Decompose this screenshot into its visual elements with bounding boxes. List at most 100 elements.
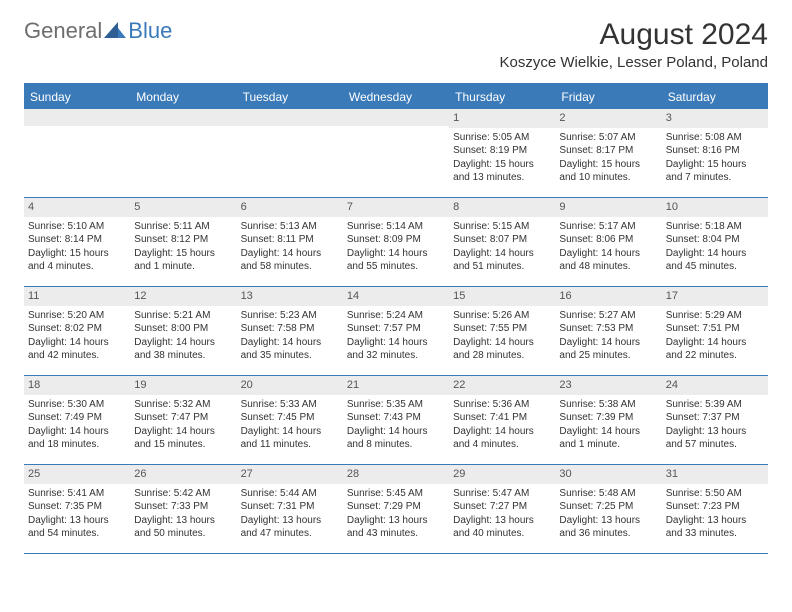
calendar-grid: SundayMondayTuesdayWednesdayThursdayFrid… <box>24 83 768 554</box>
sunset-text: Sunset: 7:45 PM <box>241 411 339 425</box>
weekday-header-row: SundayMondayTuesdayWednesdayThursdayFrid… <box>24 85 768 109</box>
sunset-text: Sunset: 7:25 PM <box>559 500 657 514</box>
sunrise-text: Sunrise: 5:47 AM <box>453 487 551 501</box>
weekday-header-sunday: Sunday <box>24 85 130 109</box>
sunrise-text: Sunrise: 5:50 AM <box>666 487 764 501</box>
sunrise-text: Sunrise: 5:11 AM <box>134 220 232 234</box>
sunset-text: Sunset: 8:14 PM <box>28 233 126 247</box>
day-number-empty <box>237 109 343 126</box>
sunrise-text: Sunrise: 5:18 AM <box>666 220 764 234</box>
daylight-text: Daylight: 13 hours and 47 minutes. <box>241 514 339 541</box>
weeks-container: 1 Sunrise: 5:05 AMSunset: 8:19 PM Daylight… <box>24 109 768 554</box>
day-number: 5 <box>130 198 236 217</box>
sunrise-text: Sunrise: 5:20 AM <box>28 309 126 323</box>
day-number: 26 <box>130 465 236 484</box>
weekday-header-saturday: Saturday <box>662 85 768 109</box>
sunrise-text: Sunrise: 5:10 AM <box>28 220 126 234</box>
title-block: August 2024 Koszyce Wielkie, Lesser Pola… <box>500 18 768 71</box>
brand-text-1: General <box>24 18 102 44</box>
sunset-text: Sunset: 7:37 PM <box>666 411 764 425</box>
sunset-text: Sunset: 8:00 PM <box>134 322 232 336</box>
day-cell <box>130 109 236 197</box>
sunrise-text: Sunrise: 5:35 AM <box>347 398 445 412</box>
brand-text-2: Blue <box>128 18 172 44</box>
sunrise-text: Sunrise: 5:14 AM <box>347 220 445 234</box>
week-row: 11Sunrise: 5:20 AMSunset: 8:02 PMDayligh… <box>24 287 768 376</box>
day-number: 19 <box>130 376 236 395</box>
day-cell: 13Sunrise: 5:23 AMSunset: 7:58 PMDayligh… <box>237 287 343 375</box>
sunrise-text: Sunrise: 5:38 AM <box>559 398 657 412</box>
day-number: 17 <box>662 287 768 306</box>
daylight-text: Daylight: 13 hours and 54 minutes. <box>28 514 126 541</box>
sunset-text: Sunset: 7:29 PM <box>347 500 445 514</box>
daylight-text: Daylight: 15 hours and 7 minutes. <box>666 158 764 185</box>
day-cell: 30 Sunrise: 5:48 AMSunset: 7:25 PMDayligh… <box>555 465 661 553</box>
day-cell: 17Sunrise: 5:29 AMSunset: 7:51 PMDayligh… <box>662 287 768 375</box>
sunset-text: Sunset: 7:51 PM <box>666 322 764 336</box>
day-cell <box>343 109 449 197</box>
sunrise-text: Sunrise: 5:36 AM <box>453 398 551 412</box>
sunrise-text: Sunrise: 5:32 AM <box>134 398 232 412</box>
daylight-text: Daylight: 13 hours and 33 minutes. <box>666 514 764 541</box>
daylight-text: Daylight: 14 hours and 4 minutes. <box>453 425 551 452</box>
daylight-text: Daylight: 14 hours and 35 minutes. <box>241 336 339 363</box>
sunrise-text: Sunrise: 5:23 AM <box>241 309 339 323</box>
day-cell: 28Sunrise: 5:45 AMSunset: 7:29 PMDayligh… <box>343 465 449 553</box>
day-cell: 8Sunrise: 5:15 AMSunset: 8:07 PMDaylight… <box>449 198 555 286</box>
daylight-text: Daylight: 13 hours and 36 minutes. <box>559 514 657 541</box>
sunset-text: Sunset: 8:09 PM <box>347 233 445 247</box>
day-number: 2 <box>555 109 661 128</box>
sunset-text: Sunset: 7:33 PM <box>134 500 232 514</box>
week-row: 25Sunrise: 5:41 AMSunset: 7:35 PMDayligh… <box>24 465 768 554</box>
weekday-header-wednesday: Wednesday <box>343 85 449 109</box>
day-cell: 7 Sunrise: 5:14 AMSunset: 8:09 PMDaylight… <box>343 198 449 286</box>
day-number: 15 <box>449 287 555 306</box>
sunrise-text: Sunrise: 5:15 AM <box>453 220 551 234</box>
day-number: 7 <box>343 198 449 217</box>
daylight-text: Daylight: 14 hours and 8 minutes. <box>347 425 445 452</box>
daylight-text: Daylight: 14 hours and 48 minutes. <box>559 247 657 274</box>
day-cell: 18Sunrise: 5:30 AMSunset: 7:49 PMDayligh… <box>24 376 130 464</box>
sunrise-text: Sunrise: 5:17 AM <box>559 220 657 234</box>
sunrise-text: Sunrise: 5:29 AM <box>666 309 764 323</box>
daylight-text: Daylight: 14 hours and 11 minutes. <box>241 425 339 452</box>
day-number: 14 <box>343 287 449 306</box>
brand-logo: General Blue <box>24 18 172 44</box>
weekday-header-monday: Monday <box>130 85 236 109</box>
sunrise-text: Sunrise: 5:05 AM <box>453 131 551 145</box>
day-cell: 10Sunrise: 5:18 AMSunset: 8:04 PMDayligh… <box>662 198 768 286</box>
day-cell: 26Sunrise: 5:42 AMSunset: 7:33 PMDayligh… <box>130 465 236 553</box>
day-cell: 24Sunrise: 5:39 AMSunset: 7:37 PMDayligh… <box>662 376 768 464</box>
sunset-text: Sunset: 8:04 PM <box>666 233 764 247</box>
day-number: 1 <box>449 109 555 128</box>
sunrise-text: Sunrise: 5:45 AM <box>347 487 445 501</box>
daylight-text: Daylight: 14 hours and 55 minutes. <box>347 247 445 274</box>
sunset-text: Sunset: 7:39 PM <box>559 411 657 425</box>
sunrise-text: Sunrise: 5:08 AM <box>666 131 764 145</box>
daylight-text: Daylight: 14 hours and 58 minutes. <box>241 247 339 274</box>
day-number: 13 <box>237 287 343 306</box>
daylight-text: Daylight: 14 hours and 38 minutes. <box>134 336 232 363</box>
day-cell: 14Sunrise: 5:24 AMSunset: 7:57 PMDayligh… <box>343 287 449 375</box>
day-number: 30 <box>555 465 661 484</box>
sunrise-text: Sunrise: 5:44 AM <box>241 487 339 501</box>
sunrise-text: Sunrise: 5:48 AM <box>559 487 657 501</box>
day-cell: 27Sunrise: 5:44 AMSunset: 7:31 PMDayligh… <box>237 465 343 553</box>
week-row: 4Sunrise: 5:10 AMSunset: 8:14 PMDaylight… <box>24 198 768 287</box>
day-number: 18 <box>24 376 130 395</box>
day-number-empty <box>343 109 449 126</box>
sunset-text: Sunset: 7:57 PM <box>347 322 445 336</box>
daylight-text: Daylight: 14 hours and 32 minutes. <box>347 336 445 363</box>
sunrise-text: Sunrise: 5:13 AM <box>241 220 339 234</box>
day-number: 12 <box>130 287 236 306</box>
sunset-text: Sunset: 7:47 PM <box>134 411 232 425</box>
weekday-header-thursday: Thursday <box>449 85 555 109</box>
day-number: 21 <box>343 376 449 395</box>
daylight-text: Daylight: 13 hours and 57 minutes. <box>666 425 764 452</box>
sunrise-text: Sunrise: 5:30 AM <box>28 398 126 412</box>
brand-triangle-icon <box>104 22 126 40</box>
day-number-empty <box>130 109 236 126</box>
sunset-text: Sunset: 8:11 PM <box>241 233 339 247</box>
day-cell: 6Sunrise: 5:13 AMSunset: 8:11 PMDaylight… <box>237 198 343 286</box>
sunset-text: Sunset: 8:19 PM <box>453 144 551 158</box>
